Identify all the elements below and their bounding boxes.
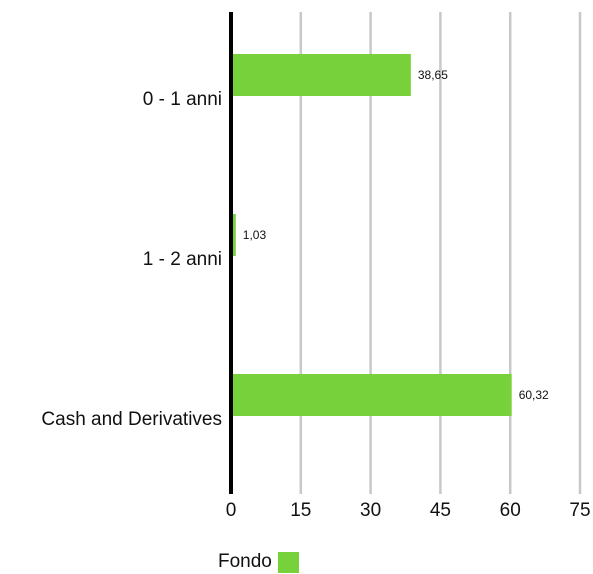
legend-label: Fondo xyxy=(218,551,272,572)
data-label: 38,65 xyxy=(418,68,448,82)
category-label: 1 - 2 anni xyxy=(143,249,222,270)
x-tick-label: 75 xyxy=(569,500,590,521)
x-tick-labels: 0 15 30 45 60 75 xyxy=(226,500,591,521)
data-label: 60,32 xyxy=(519,388,549,402)
data-label: 1,03 xyxy=(243,228,267,242)
x-tick-label: 30 xyxy=(360,500,381,521)
bar xyxy=(231,374,512,416)
legend-swatch xyxy=(277,551,299,573)
bars xyxy=(231,54,512,416)
x-tick-label: 15 xyxy=(290,500,311,521)
category-labels: 0 - 1 anni 1 - 2 anni Cash and Derivatives xyxy=(41,89,222,430)
data-labels: 38,65 1,03 60,32 xyxy=(243,68,549,402)
x-tick-label: 45 xyxy=(430,500,451,521)
legend: Fondo xyxy=(218,551,299,573)
bar xyxy=(231,214,236,256)
category-label: 0 - 1 anni xyxy=(143,89,222,110)
bar xyxy=(231,54,411,96)
x-tick-label: 0 xyxy=(226,500,237,521)
category-label: Cash and Derivatives xyxy=(41,409,222,430)
x-tick-label: 60 xyxy=(500,500,521,521)
